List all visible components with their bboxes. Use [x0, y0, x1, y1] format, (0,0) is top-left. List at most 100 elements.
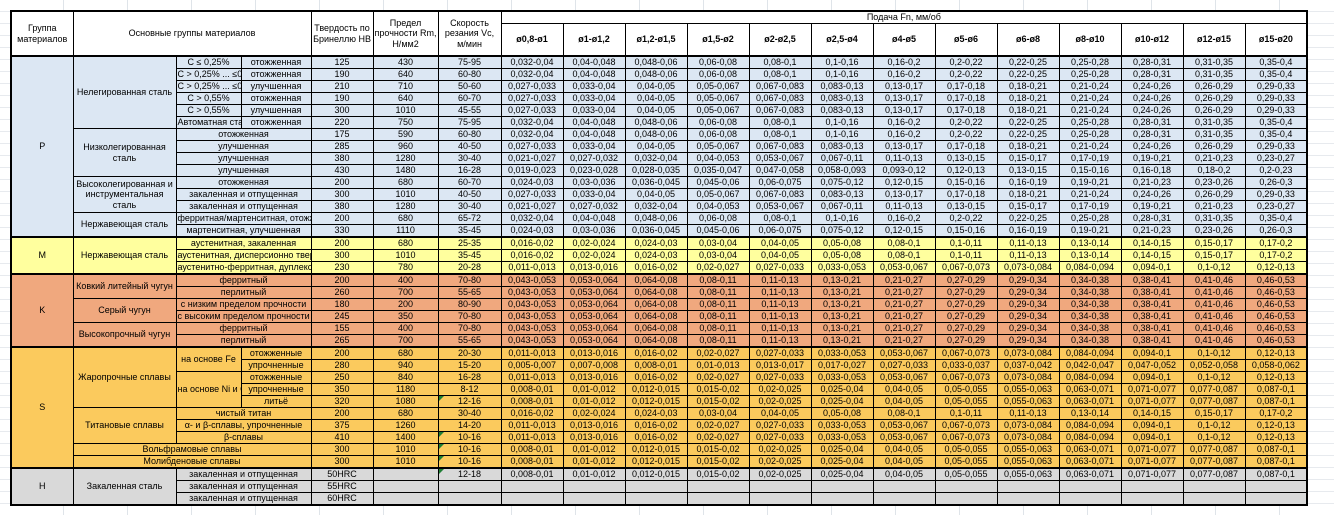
header-diameter-4[interactable]: ø2-ø2,5: [748, 23, 812, 57]
feed-cell[interactable]: 0,067-0,073: [934, 261, 998, 275]
feed-cell[interactable]: 0,23-0,27: [1244, 200, 1308, 213]
state-cell[interactable]: отожженная: [240, 92, 312, 105]
hardness-cell[interactable]: 300: [310, 455, 374, 469]
feed-cell[interactable]: 0,35-0,4: [1244, 128, 1308, 141]
feed-cell[interactable]: 0,26-0,29: [1182, 140, 1246, 153]
strength-cell[interactable]: 400: [372, 273, 439, 287]
feed-cell[interactable]: 0,011-0,013: [500, 346, 564, 360]
state-cell[interactable]: мартенситная, улучшенная: [175, 224, 312, 238]
feed-cell[interactable]: 0,02-0,025: [748, 455, 812, 469]
feed-cell[interactable]: 0,13-0,17: [872, 104, 936, 117]
feed-cell[interactable]: 0,22-0,25: [996, 212, 1060, 225]
speed-cell[interactable]: 60-80: [437, 68, 502, 81]
feed-cell[interactable]: 0,048-0,06: [624, 55, 688, 69]
feed-cell[interactable]: 0,21-0,27: [872, 286, 936, 299]
feed-cell[interactable]: 0,11-0,13: [996, 407, 1060, 420]
hardness-cell[interactable]: 380: [310, 200, 374, 213]
feed-cell[interactable]: 0,1-0,16: [810, 212, 874, 225]
feed-cell[interactable]: 0,027-0,033: [748, 371, 812, 384]
feed-cell[interactable]: 0,084-0,094: [1058, 346, 1122, 360]
feed-cell[interactable]: 0,053-0,067: [872, 346, 936, 360]
feed-cell[interactable]: 0,1-0,12: [1182, 261, 1246, 275]
feed-cell[interactable]: 0,071-0,077: [1120, 455, 1184, 469]
feed-cell[interactable]: 0,071-0,077: [1120, 395, 1184, 408]
feed-cell[interactable]: [810, 480, 874, 493]
strength-cell[interactable]: [372, 467, 439, 481]
feed-cell[interactable]: 0,18-0,21: [996, 140, 1060, 153]
strength-cell[interactable]: 700: [372, 334, 439, 348]
feed-cell[interactable]: 0,053-0,064: [562, 334, 626, 348]
feed-cell[interactable]: 0,053-0,064: [562, 310, 626, 323]
speed-cell[interactable]: 55-65: [437, 334, 502, 348]
feed-cell[interactable]: 0,005-0,007: [500, 359, 564, 372]
feed-cell[interactable]: 0,083-0,13: [810, 104, 874, 117]
speed-cell[interactable]: 70-80: [437, 310, 502, 323]
feed-cell[interactable]: 0,033-0,04: [562, 92, 626, 105]
hardness-cell[interactable]: 300: [310, 443, 374, 456]
feed-cell[interactable]: 0,084-0,094: [1058, 261, 1122, 275]
feed-cell[interactable]: 0,06-0,075: [748, 224, 812, 238]
feed-cell[interactable]: 0,04-0,05: [748, 407, 812, 420]
feed-cell[interactable]: 0,027-0,032: [562, 152, 626, 165]
feed-cell[interactable]: 0,04-0,05: [624, 92, 688, 105]
speed-cell[interactable]: 30-40: [437, 200, 502, 213]
feed-cell[interactable]: 0,073-0,084: [996, 346, 1060, 360]
feed-cell[interactable]: 0,12-0,15: [872, 176, 936, 189]
header-feed[interactable]: Подача Fn, мм/об: [500, 10, 1308, 24]
feed-cell[interactable]: [500, 480, 564, 493]
feed-cell[interactable]: 0,032-0,04: [624, 200, 688, 213]
state-cell[interactable]: перлитный: [175, 334, 312, 348]
material-cell[interactable]: Высоколегированная и инструментальная ст…: [72, 176, 177, 213]
feed-cell[interactable]: 0,12-0,13: [934, 164, 998, 177]
feed-cell[interactable]: 0,34-0,38: [1058, 286, 1122, 299]
state-cell[interactable]: аустенитно-ферритная, дуплексная: [175, 261, 312, 275]
feed-cell[interactable]: 0,027-0,033: [500, 188, 564, 201]
feed-cell[interactable]: 0,28-0,31: [1120, 116, 1184, 129]
strength-cell[interactable]: 960: [372, 140, 439, 153]
feed-cell[interactable]: 0,05-0,067: [686, 104, 750, 117]
feed-cell[interactable]: 0,41-0,46: [1182, 310, 1246, 323]
feed-cell[interactable]: 0,16-0,19: [996, 224, 1060, 238]
material-cell[interactable]: Нелегированная сталь: [72, 55, 177, 129]
feed-cell[interactable]: [1244, 492, 1308, 506]
feed-cell[interactable]: 0,14-0,15: [1120, 407, 1184, 420]
feed-cell[interactable]: 0,1-0,16: [810, 68, 874, 81]
speed-cell[interactable]: 15-20: [437, 359, 502, 372]
feed-cell[interactable]: 0,14-0,15: [1120, 236, 1184, 250]
feed-cell[interactable]: 0,045-0,06: [686, 176, 750, 189]
feed-cell[interactable]: 0,16-0,18: [1120, 164, 1184, 177]
feed-cell[interactable]: 0,27-0,29: [934, 334, 998, 348]
feed-cell[interactable]: 0,064-0,08: [624, 310, 688, 323]
hardness-cell[interactable]: 50HRC: [310, 467, 374, 481]
header-group[interactable]: Группа материалов: [10, 10, 74, 57]
feed-cell[interactable]: 0,033-0,053: [810, 371, 874, 384]
feed-cell[interactable]: 0,11-0,13: [748, 286, 812, 299]
header-diameter-0[interactable]: ø0,8-ø1: [500, 23, 564, 57]
feed-cell[interactable]: 0,13-0,21: [810, 286, 874, 299]
subtype-cell[interactable]: C ≤ 0,25%: [175, 55, 242, 69]
feed-cell[interactable]: [686, 480, 750, 493]
feed-cell[interactable]: 0,055-0,063: [996, 383, 1060, 396]
state-cell[interactable]: отожженная: [175, 128, 312, 141]
feed-cell[interactable]: 0,084-0,094: [1058, 371, 1122, 384]
strength-cell[interactable]: 1080: [372, 395, 439, 408]
feed-cell[interactable]: 0,2-0,23: [1244, 164, 1308, 177]
feed-cell[interactable]: 0,071-0,077: [1120, 467, 1184, 481]
feed-cell[interactable]: 0,02-0,025: [748, 395, 812, 408]
feed-cell[interactable]: 0,048-0,06: [624, 116, 688, 129]
feed-cell[interactable]: 0,064-0,08: [624, 334, 688, 348]
speed-cell[interactable]: 25-35: [437, 236, 502, 250]
feed-cell[interactable]: 0,04-0,05: [624, 104, 688, 117]
feed-cell[interactable]: 0,071-0,077: [1120, 443, 1184, 456]
strength-cell[interactable]: 1010: [372, 443, 439, 456]
feed-cell[interactable]: 0,19-0,21: [1058, 176, 1122, 189]
speed-cell[interactable]: [437, 492, 502, 506]
feed-cell[interactable]: 0,13-0,21: [810, 273, 874, 287]
feed-cell[interactable]: 0,15-0,17: [996, 152, 1060, 165]
speed-cell[interactable]: 40-50: [437, 188, 502, 201]
hardness-cell[interactable]: 280: [310, 359, 374, 372]
feed-cell[interactable]: [1244, 480, 1308, 493]
feed-cell[interactable]: 0,05-0,08: [810, 236, 874, 250]
feed-cell[interactable]: 0,058-0,062: [1244, 359, 1308, 372]
material-cell[interactable]: Высокопрочный чугун: [72, 322, 177, 348]
